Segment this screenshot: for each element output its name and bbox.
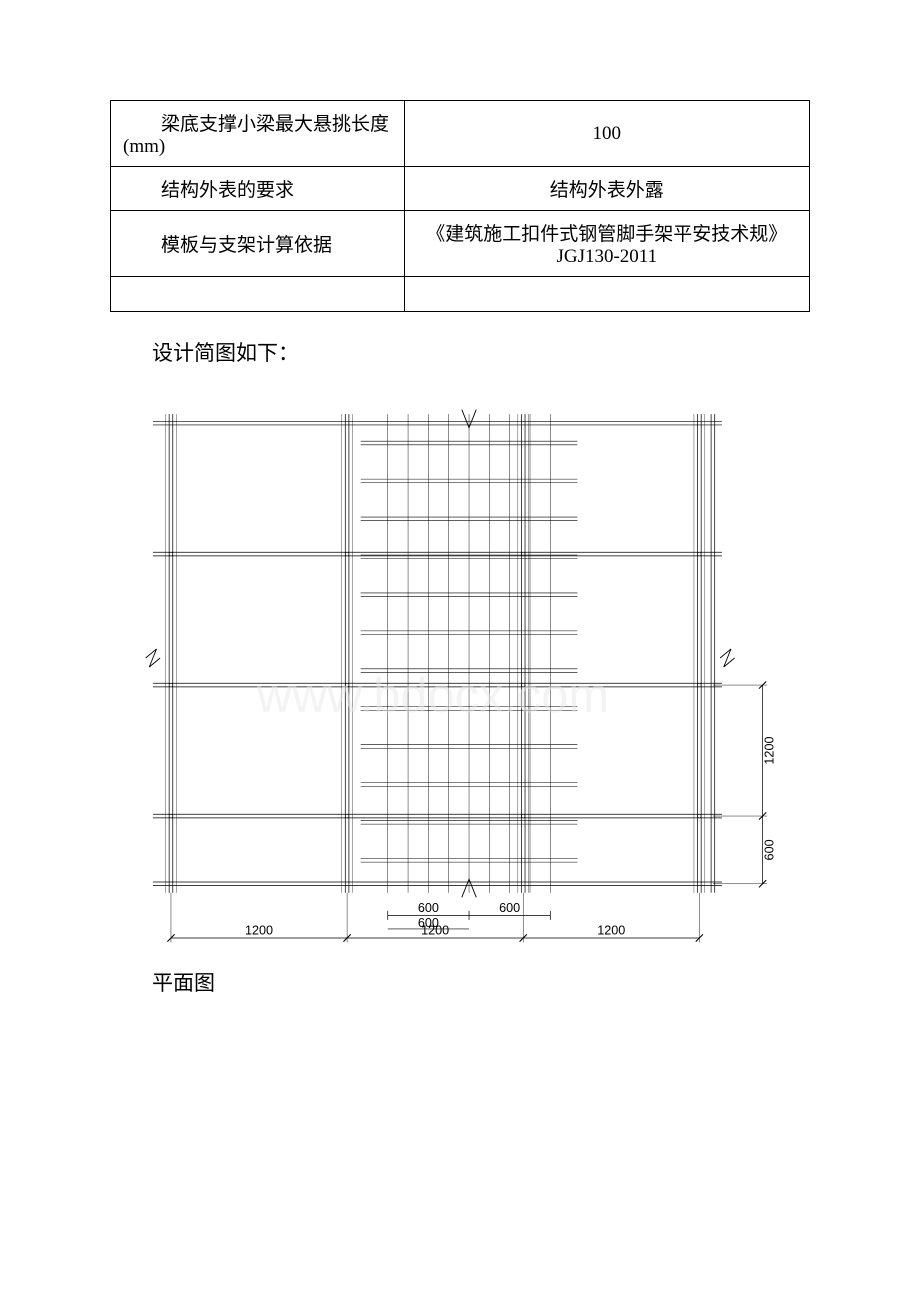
svg-text:1200: 1200 [245,923,273,937]
param-value [404,277,809,312]
param-value: 100 [404,101,809,167]
param-label [111,277,405,312]
param-label: 结构外表的要求 [111,167,405,211]
param-value: 《建筑施工扣件式钢管脚手架平安技术规》JGJ130-2011 [404,211,809,277]
svg-text:600: 600 [762,839,776,860]
plan-svg: 6006006001200120012001200600www.bdocx.co… [115,387,805,947]
table-row: 结构外表的要求 结构外表外露 [111,167,810,211]
svg-text:1200: 1200 [421,923,449,937]
svg-text:600: 600 [499,901,520,915]
param-label: 模板与支架计算依据 [111,211,405,277]
svg-text:1200: 1200 [762,737,776,765]
param-value: 结构外表外露 [404,167,809,211]
table-row: 模板与支架计算依据 《建筑施工扣件式钢管脚手架平安技术规》JGJ130-2011 [111,211,810,277]
svg-text:www.bdocx.com: www.bdocx.com [256,669,609,723]
table-row [111,277,810,312]
svg-text:600: 600 [418,901,439,915]
table-row: 梁底支撑小梁最大悬挑长度(mm) 100 [111,101,810,167]
plan-diagram: 6006006001200120012001200600www.bdocx.co… [110,387,810,947]
parameters-table: 梁底支撑小梁最大悬挑长度(mm) 100 结构外表的要求 结构外表外露 模板与支… [110,100,810,312]
svg-text:1200: 1200 [597,923,625,937]
caption: 平面图 [110,967,810,997]
param-label: 梁底支撑小梁最大悬挑长度(mm) [111,101,405,167]
section-title: 设计简图如下： [110,337,810,367]
